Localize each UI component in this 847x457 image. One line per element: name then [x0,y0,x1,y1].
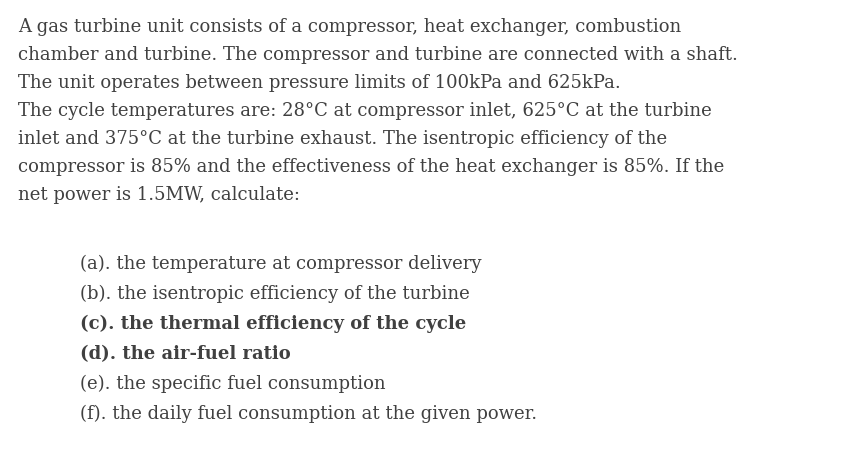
Text: (b). the isentropic efficiency of the turbine: (b). the isentropic efficiency of the tu… [80,285,470,303]
Text: (a). the temperature at compressor delivery: (a). the temperature at compressor deliv… [80,255,481,273]
Text: inlet and 375°C at the turbine exhaust. The isentropic efficiency of the: inlet and 375°C at the turbine exhaust. … [18,130,667,148]
Text: The cycle temperatures are: 28°C at compressor inlet, 625°C at the turbine: The cycle temperatures are: 28°C at comp… [18,102,711,120]
Text: (e). the specific fuel consumption: (e). the specific fuel consumption [80,375,385,393]
Text: (f). the daily fuel consumption at the given power.: (f). the daily fuel consumption at the g… [80,405,537,423]
Text: The unit operates between pressure limits of 100kPa and 625kPa.: The unit operates between pressure limit… [18,74,621,92]
Text: (c). the thermal efficiency of the cycle: (c). the thermal efficiency of the cycle [80,315,466,333]
Text: chamber and turbine. The compressor and turbine are connected with a shaft.: chamber and turbine. The compressor and … [18,46,738,64]
Text: (d). the air-fuel ratio: (d). the air-fuel ratio [80,345,291,363]
Text: compressor is 85% and the effectiveness of the heat exchanger is 85%. If the: compressor is 85% and the effectiveness … [18,158,724,176]
Text: A gas turbine unit consists of a compressor, heat exchanger, combustion: A gas turbine unit consists of a compres… [18,18,681,36]
Text: net power is 1.5MW, calculate:: net power is 1.5MW, calculate: [18,186,300,204]
